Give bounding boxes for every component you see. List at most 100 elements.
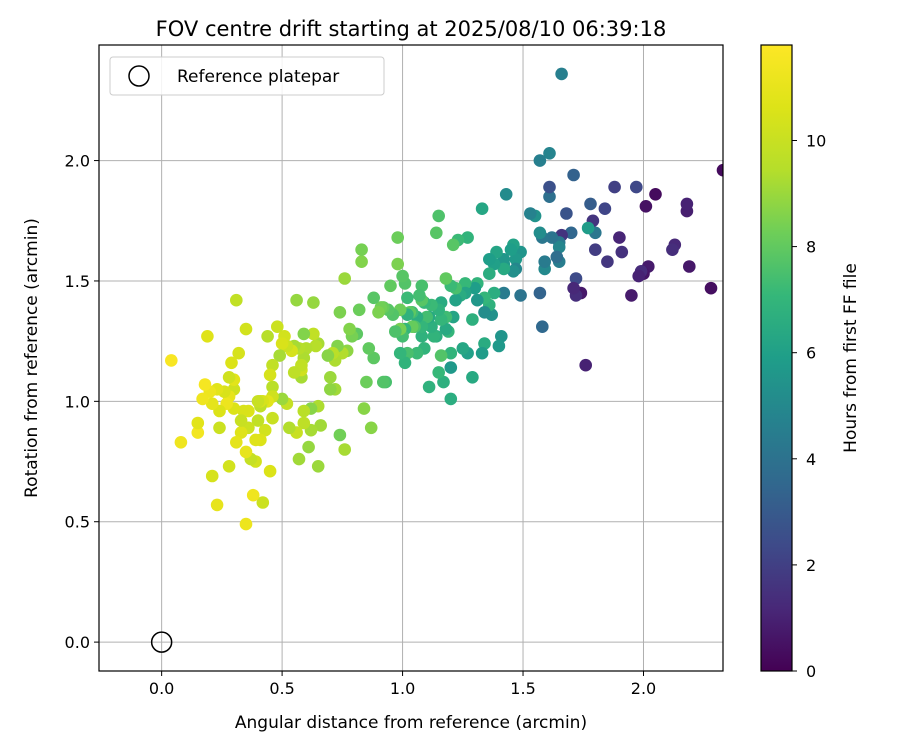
scatter-point bbox=[396, 269, 409, 283]
y-tick-label: 0.0 bbox=[65, 633, 90, 652]
scatter-point bbox=[564, 226, 578, 240]
scatter-point bbox=[290, 293, 303, 307]
scatter-point bbox=[230, 293, 243, 307]
legend-label-reference: Reference platepar bbox=[177, 67, 339, 87]
scatter-point bbox=[589, 243, 602, 256]
y-tick-label: 0.5 bbox=[65, 513, 90, 532]
scatter-point bbox=[239, 517, 253, 531]
scatter-point bbox=[632, 269, 645, 283]
scatter-point bbox=[246, 488, 260, 502]
scatter-point bbox=[415, 330, 429, 343]
scatter-point bbox=[266, 358, 279, 372]
scatter-point bbox=[680, 197, 694, 211]
scatter-point bbox=[266, 380, 279, 394]
scatter-point bbox=[261, 330, 274, 343]
chart-title: FOV centre drift starting at 2025/08/10 … bbox=[156, 17, 667, 41]
scatter-point bbox=[213, 421, 226, 435]
scatter-point bbox=[639, 200, 653, 213]
scatter-point bbox=[352, 303, 366, 317]
scatter-point bbox=[495, 330, 508, 343]
scatter-point bbox=[362, 342, 376, 355]
scatter-point bbox=[307, 327, 320, 341]
scatter-point bbox=[237, 404, 250, 418]
reference-platepar-marker bbox=[150, 631, 173, 653]
scatter-point bbox=[398, 356, 412, 370]
scatter-point bbox=[613, 231, 626, 244]
scatter-point bbox=[475, 202, 489, 215]
scatter-point bbox=[234, 414, 248, 427]
scatter-point bbox=[514, 289, 527, 302]
scatter-point bbox=[333, 428, 347, 442]
y-tick-label: 1.5 bbox=[65, 272, 90, 291]
scatter-point bbox=[584, 197, 597, 211]
scatter-point bbox=[297, 416, 311, 430]
scatter-point bbox=[439, 272, 453, 285]
scatter-point bbox=[430, 226, 443, 240]
x-tick-label: 0.5 bbox=[269, 679, 294, 698]
scatter-point bbox=[497, 262, 511, 276]
scatter-point bbox=[333, 306, 347, 319]
scatter-point bbox=[475, 346, 489, 360]
scatter-point bbox=[437, 375, 450, 389]
scatter-point bbox=[391, 257, 405, 271]
scatter-point bbox=[533, 286, 547, 300]
scatter-point bbox=[569, 272, 583, 285]
scatter-point bbox=[439, 322, 453, 336]
scatter-point bbox=[471, 293, 484, 307]
scatter-point bbox=[196, 392, 209, 406]
scatter-point bbox=[466, 313, 479, 326]
y-axis-ticks: 0.0 0.5 1.0 1.5 2.0 bbox=[65, 152, 99, 652]
scatter-point bbox=[232, 346, 245, 360]
legend-marker-reference bbox=[128, 65, 150, 87]
scatter-point bbox=[683, 260, 696, 273]
scatter-point bbox=[555, 67, 568, 81]
scatter-point bbox=[504, 243, 518, 256]
scatter-point bbox=[716, 163, 723, 177]
scatter-point bbox=[258, 423, 272, 437]
scatter-point bbox=[287, 366, 301, 379]
scatter-point bbox=[205, 397, 219, 411]
scatter-point bbox=[309, 339, 323, 353]
scatter-point bbox=[415, 279, 429, 293]
scatter-point bbox=[275, 392, 289, 406]
scatter-point bbox=[478, 306, 491, 319]
scatter-point bbox=[630, 180, 643, 194]
scatter-point bbox=[483, 252, 496, 266]
scatter-point bbox=[372, 306, 385, 319]
scatter-point bbox=[222, 460, 236, 473]
scatter-point bbox=[543, 180, 556, 194]
scatter-point bbox=[509, 252, 523, 266]
scatter-point bbox=[615, 245, 629, 259]
scatter-point bbox=[649, 188, 662, 201]
scatter-point bbox=[239, 322, 253, 336]
scatter-point bbox=[492, 339, 506, 353]
scatter-point bbox=[314, 419, 328, 432]
scatter-point bbox=[567, 168, 580, 182]
scatter-point bbox=[360, 375, 373, 389]
colorbar-tick-label: 6 bbox=[806, 344, 816, 363]
scatter-point bbox=[536, 320, 549, 334]
scatter-point bbox=[283, 421, 296, 435]
x-tick-label: 1.0 bbox=[390, 679, 415, 698]
scatter-point bbox=[239, 445, 253, 459]
scatter-point bbox=[543, 147, 556, 160]
scatter-point bbox=[524, 207, 537, 220]
scatter-point bbox=[355, 243, 368, 256]
scatter-point bbox=[560, 207, 573, 220]
scatter-point bbox=[389, 325, 402, 338]
scatter-point bbox=[420, 310, 434, 324]
scatter-point bbox=[271, 320, 284, 334]
colorbar-tick-label: 10 bbox=[806, 131, 826, 150]
scatter-point bbox=[483, 267, 496, 281]
scatter-point bbox=[377, 375, 390, 389]
scatter-point bbox=[249, 433, 262, 447]
scatter-point bbox=[273, 349, 287, 362]
scatter-point bbox=[625, 289, 638, 302]
scatter-point bbox=[461, 231, 474, 244]
scatter-point bbox=[222, 371, 236, 384]
scatter-point bbox=[444, 346, 458, 360]
scatter-point bbox=[324, 371, 337, 384]
scatter-point bbox=[581, 221, 595, 235]
grid bbox=[99, 45, 723, 671]
